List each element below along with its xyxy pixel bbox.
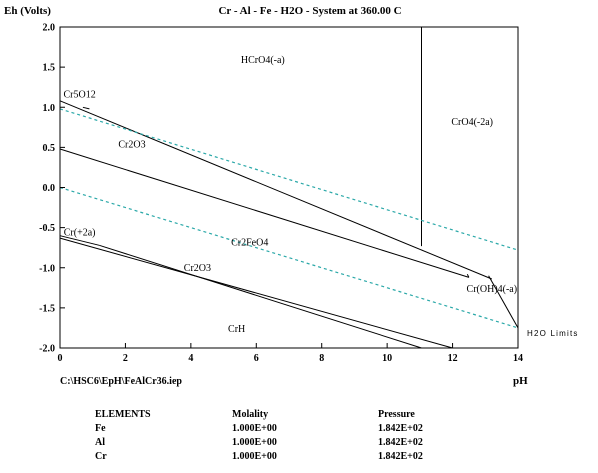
boundary-line xyxy=(59,100,492,280)
table-row-molality: 1.000E+00 xyxy=(232,437,277,448)
y-tick-label: -1.5 xyxy=(39,303,55,314)
region-label: CrH xyxy=(228,324,245,335)
table-row-element: Al xyxy=(95,437,105,448)
region-labels: HCrO4(-a) CrO4(-2a) Cr5O12 Cr2O3 Cr2FeO4 Cr(+… xyxy=(64,55,518,335)
y-tick-label: -1.0 xyxy=(39,263,55,274)
x-tick-label: 14 xyxy=(513,353,523,364)
region-label: Cr2O3 xyxy=(118,139,145,150)
table-header-elements: ELEMENTS xyxy=(95,409,151,420)
y-tick-label: 1.0 xyxy=(43,103,56,114)
table-row-pressure: 1.842E+02 xyxy=(378,437,423,448)
table-row-pressure: 1.842E+02 xyxy=(378,423,423,434)
region-label: Cr(OH)4(-a) xyxy=(467,284,518,295)
table-row-molality: 1.000E+00 xyxy=(232,423,277,434)
x-tick-label: 12 xyxy=(448,353,458,364)
y-tick-label: 2.0 xyxy=(43,23,56,34)
table-row-molality: 1.000E+00 xyxy=(232,451,277,462)
boundary-line xyxy=(488,275,519,329)
y-axis-label: Eh (Volts) xyxy=(4,5,51,17)
boundary-line xyxy=(59,237,453,349)
plot-frame xyxy=(59,26,519,349)
boundary-lines xyxy=(59,27,519,349)
chart-title: Cr - Al - Fe - H2O - System at 360.00 C xyxy=(218,5,401,17)
boundary-line xyxy=(59,235,100,246)
table-row-pressure: 1.842E+02 xyxy=(378,451,423,462)
x-tick-label: 6 xyxy=(254,353,259,364)
y-tick-label: 0.0 xyxy=(43,183,56,194)
x-tick-label: 8 xyxy=(319,353,324,364)
boundary-line xyxy=(466,273,470,278)
water-limit-lines xyxy=(59,108,519,329)
y-tick-label: 0.5 xyxy=(43,143,56,154)
y-tick-label: -0.5 xyxy=(39,223,55,234)
x-tick-label: 2 xyxy=(123,353,128,364)
boundary-line xyxy=(99,244,422,349)
region-label: Cr2O3 xyxy=(184,263,211,274)
table-header-pressure: Pressure xyxy=(378,409,415,420)
water-limits-label: H2O Limits xyxy=(527,329,579,338)
file-path: C:\HSC6\EpH\FeAlCr36.iep xyxy=(60,376,182,387)
x-tick-label: 10 xyxy=(382,353,392,364)
water-limit-line xyxy=(59,108,519,251)
table-row-element: Cr xyxy=(95,451,107,462)
table-header-molality: Molality xyxy=(232,409,268,420)
elements-table: ELEMENTS Molality Pressure Fe 1.000E+00 … xyxy=(95,409,423,462)
x-tick-label: 0 xyxy=(58,353,63,364)
y-tick-label: 1.5 xyxy=(43,63,56,74)
region-label: CrO4(-2a) xyxy=(451,117,493,128)
x-tick-label: 4 xyxy=(188,353,193,364)
region-label: Cr5O12 xyxy=(64,90,96,101)
region-label: HCrO4(-a) xyxy=(241,55,285,66)
region-label: Cr(+2a) xyxy=(64,228,96,239)
table-row-element: Fe xyxy=(95,423,106,434)
water-limit-line xyxy=(59,186,519,329)
boundary-line xyxy=(82,106,90,110)
boundary-line xyxy=(59,148,470,278)
region-label: Cr2FeO4 xyxy=(231,237,268,248)
y-tick-label: -2.0 xyxy=(39,344,55,355)
axis-ticks: 0 2 4 6 8 10 12 14 2.0 1.5 1.0 0.5 0.0 -0.5 -1.0 -1.5 -2… xyxy=(39,23,523,365)
x-axis-label: pH xyxy=(513,375,528,387)
